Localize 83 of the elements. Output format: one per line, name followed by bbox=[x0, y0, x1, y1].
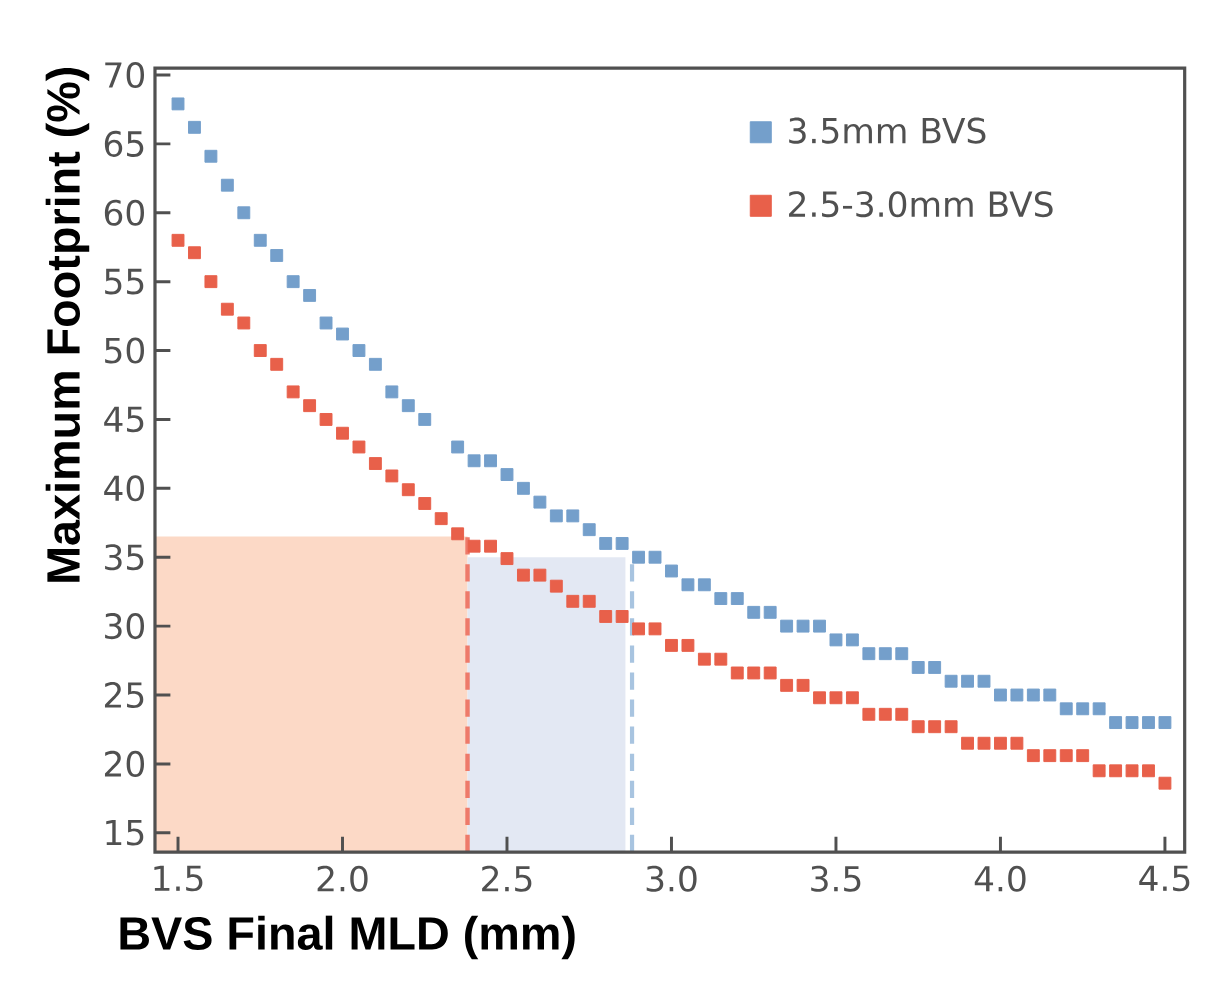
point bbox=[747, 605, 761, 619]
point bbox=[500, 468, 514, 481]
point bbox=[961, 674, 974, 688]
x-axis-title: BVS Final MLD (mm) bbox=[120, 915, 575, 960]
point bbox=[994, 688, 1007, 702]
point bbox=[270, 249, 284, 262]
point bbox=[533, 495, 547, 509]
point bbox=[697, 578, 711, 592]
point bbox=[352, 344, 366, 357]
x-tick-label: 4.5 bbox=[1139, 865, 1190, 892]
point bbox=[1158, 716, 1172, 729]
point bbox=[368, 357, 382, 371]
point bbox=[303, 288, 317, 302]
point bbox=[467, 454, 481, 468]
point bbox=[763, 605, 777, 619]
point bbox=[911, 660, 925, 674]
point bbox=[681, 578, 695, 592]
legend-label: 2.5-3.0mm BVS bbox=[789, 191, 1053, 218]
point bbox=[829, 633, 843, 647]
point bbox=[549, 509, 563, 523]
point bbox=[862, 647, 876, 661]
point bbox=[484, 454, 497, 468]
point bbox=[253, 233, 267, 247]
point bbox=[928, 660, 942, 674]
point bbox=[517, 481, 530, 495]
y-tick-label: 30 bbox=[105, 613, 145, 640]
point bbox=[977, 674, 991, 688]
y-tick-label: 60 bbox=[104, 199, 145, 226]
y-tick-label: 65 bbox=[104, 130, 144, 157]
point bbox=[582, 523, 596, 537]
y-tick-label: 55 bbox=[105, 268, 144, 295]
point bbox=[1010, 688, 1024, 702]
point bbox=[401, 399, 415, 413]
x-tick-label: 2.0 bbox=[317, 865, 368, 892]
point bbox=[336, 327, 349, 341]
point bbox=[714, 592, 728, 605]
x-tick-label: 3.5 bbox=[811, 865, 861, 892]
point bbox=[1125, 716, 1139, 729]
point bbox=[204, 149, 218, 163]
x-tick-label: 2.5 bbox=[482, 865, 532, 892]
point bbox=[319, 316, 333, 330]
point bbox=[188, 120, 201, 134]
y-tick-label: 25 bbox=[104, 681, 144, 709]
legend-label: 3.5mm BVS bbox=[789, 117, 986, 144]
y-axis-title: Maximum Footprint (%) bbox=[45, 67, 90, 582]
x-tick-label: 3.0 bbox=[646, 865, 697, 892]
point bbox=[237, 206, 251, 220]
point bbox=[895, 647, 909, 661]
point bbox=[418, 412, 432, 426]
point bbox=[286, 275, 300, 289]
point bbox=[730, 592, 744, 605]
point bbox=[1059, 702, 1073, 716]
point bbox=[1076, 702, 1090, 716]
x-tick-label: 1.5 bbox=[154, 865, 203, 892]
point bbox=[1109, 716, 1123, 729]
point bbox=[632, 550, 646, 564]
point bbox=[665, 564, 678, 578]
y-tick-label: 45 bbox=[104, 406, 144, 433]
point bbox=[220, 178, 234, 192]
y-tick-label: 15 bbox=[106, 819, 144, 846]
point bbox=[1142, 716, 1155, 729]
point bbox=[780, 619, 794, 633]
y-tick-label: 70 bbox=[105, 61, 145, 88]
point bbox=[648, 550, 662, 564]
point bbox=[878, 647, 892, 661]
y-tick-label: 20 bbox=[104, 750, 145, 777]
point bbox=[615, 536, 629, 550]
y-tick-label: 35 bbox=[105, 544, 144, 571]
point bbox=[1026, 688, 1040, 702]
point bbox=[566, 509, 580, 523]
x-tick-label: 4.0 bbox=[974, 865, 1026, 892]
point bbox=[845, 633, 859, 647]
point bbox=[451, 440, 465, 454]
point bbox=[385, 385, 399, 399]
point bbox=[944, 674, 958, 688]
y-tick-label: 50 bbox=[105, 337, 145, 364]
point bbox=[1092, 702, 1106, 716]
point bbox=[1043, 688, 1057, 702]
y-tick-label: 40 bbox=[104, 475, 145, 502]
point bbox=[796, 619, 810, 633]
point bbox=[813, 619, 826, 633]
point bbox=[171, 97, 185, 111]
point bbox=[599, 536, 613, 550]
